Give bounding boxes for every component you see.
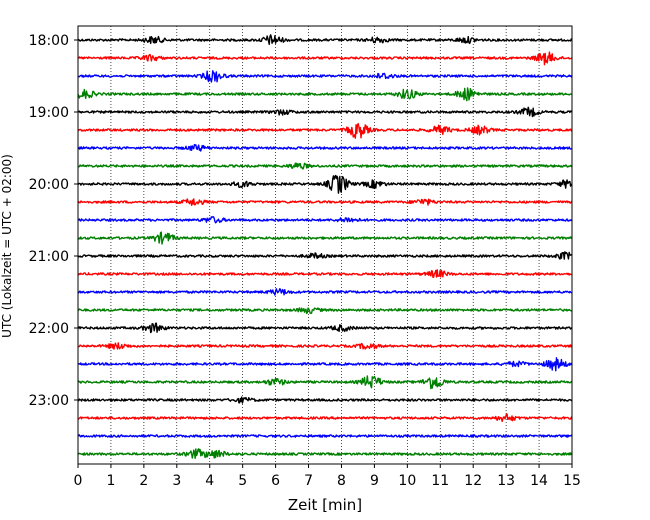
seismic-trace	[78, 307, 573, 315]
seismic-trace	[77, 162, 573, 170]
y-ticks: 18:00 19:00 20:00 21:00 22:00 23:00	[29, 33, 78, 409]
seismic-trace	[77, 122, 573, 139]
seismic-trace	[77, 448, 573, 459]
seismic-trace	[77, 174, 573, 194]
seismic-trace	[77, 34, 573, 45]
y-tick-label: 21:00	[29, 249, 69, 265]
seismic-trace	[77, 375, 573, 390]
seismic-trace	[77, 342, 573, 350]
seismic-trace	[77, 143, 573, 152]
traces	[77, 34, 573, 459]
y-axis-label: UTC (Lokalzeit = UTC + 02:00)	[0, 154, 14, 338]
seismic-trace	[77, 434, 573, 438]
y-tick-label: 19:00	[29, 105, 69, 121]
x-tick-label: 6	[271, 473, 280, 489]
seismic-trace	[77, 413, 573, 423]
seismic-trace	[77, 216, 573, 224]
seismic-trace	[77, 322, 573, 334]
x-tick-label: 10	[398, 473, 416, 489]
seismic-trace	[77, 70, 573, 83]
x-tick-label: 9	[370, 473, 379, 489]
seismic-trace	[77, 51, 573, 66]
y-tick-label: 18:00	[29, 33, 69, 49]
y-tick-label: 22:00	[29, 321, 69, 337]
x-tick-label: 0	[74, 473, 83, 489]
x-tick-label: 7	[304, 473, 313, 489]
seismic-trace	[77, 87, 573, 102]
x-tick-label: 13	[497, 473, 515, 489]
seismic-trace	[77, 106, 573, 118]
seismic-trace	[77, 396, 573, 404]
y-tick-label: 23:00	[29, 393, 69, 409]
seismic-trace	[77, 198, 573, 207]
x-tick-label: 15	[563, 473, 581, 489]
x-tick-label: 12	[464, 473, 482, 489]
seismic-trace	[77, 269, 573, 278]
x-tick-label: 3	[172, 473, 181, 489]
seismic-trace	[77, 231, 573, 245]
x-tick-label: 8	[337, 473, 346, 489]
x-tick-label: 5	[238, 473, 247, 489]
plot-frame	[77, 25, 573, 465]
x-tick-label: 14	[530, 473, 548, 489]
x-tick-label: 11	[431, 473, 449, 489]
x-ticks: 0 1 2 3 4 5 6 7 8 9 10 11 12 13 14 15	[74, 464, 581, 489]
seismic-trace	[77, 357, 573, 372]
seismic-trace	[77, 251, 573, 260]
x-tick-label: 4	[205, 473, 214, 489]
x-tick-label: 2	[139, 473, 148, 489]
seismic-trace	[77, 288, 573, 296]
x-tick-label: 1	[106, 473, 115, 489]
y-tick-label: 20:00	[29, 177, 69, 193]
plot-background	[78, 26, 572, 464]
x-axis-label: Zeit [min]	[288, 496, 362, 514]
